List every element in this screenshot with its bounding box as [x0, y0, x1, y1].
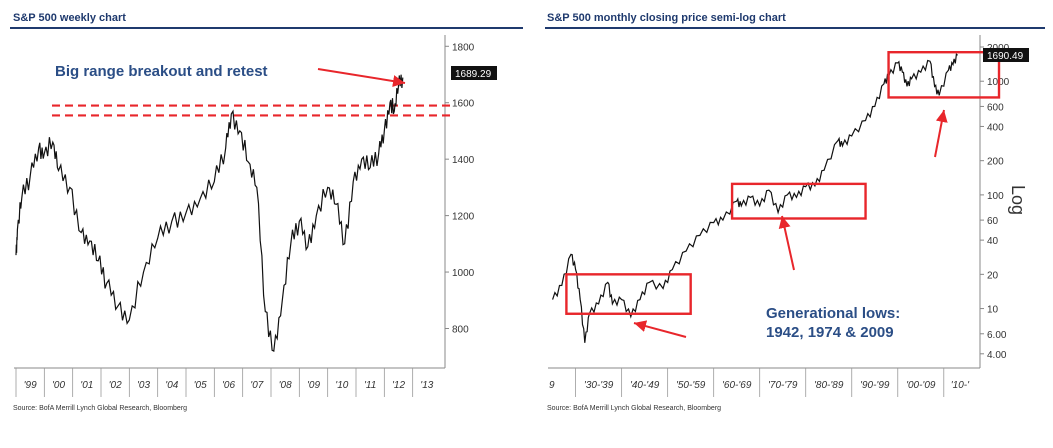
- left-x-tick-label: '03: [137, 380, 150, 391]
- right-x-ticks: 9 '30-'39 '40-'49 '50-'59 '60-'69 '70-'79 '80-…: [549, 368, 970, 397]
- arrow-1942: [633, 320, 687, 338]
- right-last-price: 1690.49: [987, 51, 1024, 62]
- right-x-tick-label: '30-'39: [584, 380, 614, 391]
- log-axis-label: Log: [1008, 185, 1028, 215]
- right-y-tick-label: 200: [987, 157, 1004, 168]
- right-x-tick-label: '10-': [951, 380, 970, 391]
- generational-low-box: [887, 51, 1001, 99]
- right-x-tick-label: '40-'49: [630, 380, 660, 391]
- breakout-annotation: Big range breakout and retest: [55, 63, 268, 80]
- generational-low-box: [730, 182, 867, 220]
- left-y-tick-label: 800: [452, 324, 469, 335]
- left-x-tick-label: '99: [24, 380, 37, 391]
- breakout-band: [52, 104, 452, 117]
- right-y-tick-label: 40: [987, 236, 999, 247]
- left-y-tick-label: 1200: [452, 212, 475, 223]
- left-y-ticks: 800 1000 1200 1400 1600 1800: [445, 42, 475, 335]
- left-x-tick-label: '00: [52, 380, 65, 391]
- left-y-tick-label: 1000: [452, 268, 475, 279]
- right-last-price-tag: 1690.49: [983, 48, 1029, 62]
- left-x-tick-label: '12: [392, 380, 405, 391]
- arrow-1974: [778, 215, 795, 271]
- right-x-tick-label: '00-'09: [906, 380, 936, 391]
- right-x-tick-label: '70-'79: [768, 380, 798, 391]
- generational-lows-line1: Generational lows:: [766, 305, 900, 322]
- right-y-tick-label: 6.00: [987, 330, 1007, 341]
- right-x-tick-label: '90-'99: [860, 380, 890, 391]
- right-y-tick-label: 20: [987, 270, 999, 281]
- right-source: Source: BofA Merrill Lynch Global Resear…: [547, 405, 721, 412]
- right-x-tick-label: 9: [549, 380, 555, 391]
- left-x-tick-label: '04: [165, 380, 178, 391]
- left-x-tick-label: '08: [279, 380, 292, 391]
- right-x-tick-label: '60-'69: [722, 380, 752, 391]
- left-x-tick-label: '07: [250, 380, 263, 391]
- right-plot-area: 4.006.001020406010020040060010002000 9'3…: [548, 35, 1029, 397]
- generational-lows-line2: 1942, 1974 & 2009: [766, 324, 894, 341]
- left-x-tick-label: '05: [194, 380, 207, 391]
- left-source: Source: BofA Merrill Lynch Global Resear…: [13, 405, 187, 412]
- right-y-tick-label: 4.00: [987, 350, 1007, 361]
- right-y-tick-label: 100: [987, 191, 1004, 202]
- right-chart-title: S&P 500 monthly closing price semi-log c…: [547, 12, 786, 24]
- right-y-ticks: 4.006.001020406010020040060010002000: [980, 43, 1010, 361]
- left-last-price: 1689.29: [455, 69, 492, 80]
- right-y-tick-label: 600: [987, 102, 1004, 113]
- right-panel: S&P 500 monthly closing price semi-log c…: [545, 12, 1045, 412]
- left-x-tick-label: '11: [364, 380, 376, 391]
- left-x-ticks: '99 '00 '01 '02 '03 '04 '05 '06 '07 '08 '09 '10 '11 '…: [15, 368, 434, 397]
- left-panel: S&P 500 weekly chart 800 1000 1200 1400 1600…: [10, 12, 523, 412]
- right-last-price-box: [983, 48, 1029, 62]
- left-last-price-tag: 1689.29: [451, 66, 497, 80]
- left-y-tick-label: 1600: [452, 99, 475, 110]
- sp500-weekly-line: [15, 74, 404, 353]
- breakout-arrow: [317, 68, 406, 88]
- arrow-2009: [934, 109, 948, 158]
- right-x-tick-label: '50-'59: [676, 380, 706, 391]
- left-x-tick-label: '10: [335, 380, 348, 391]
- right-y-tick-label: 400: [987, 122, 1004, 133]
- sp500-monthly-line: [552, 52, 959, 343]
- left-chart-title: S&P 500 weekly chart: [13, 12, 126, 24]
- left-x-tick-label: '09: [307, 380, 320, 391]
- left-x-tick-label: '01: [80, 380, 93, 391]
- right-y-tick-label: 60: [987, 216, 999, 227]
- right-y-tick-label: 10: [987, 305, 999, 316]
- generational-low-box: [565, 273, 692, 315]
- left-y-tick-label: 1800: [452, 42, 475, 53]
- left-x-tick-label: '02: [109, 380, 122, 391]
- left-last-price-box: [451, 66, 497, 80]
- generational-low-boxes: [565, 51, 1001, 315]
- left-y-tick-label: 1400: [452, 155, 475, 166]
- left-x-tick-label: '06: [222, 380, 235, 391]
- right-x-tick-label: '80-'89: [814, 380, 844, 391]
- left-x-tick-label: '13: [420, 380, 433, 391]
